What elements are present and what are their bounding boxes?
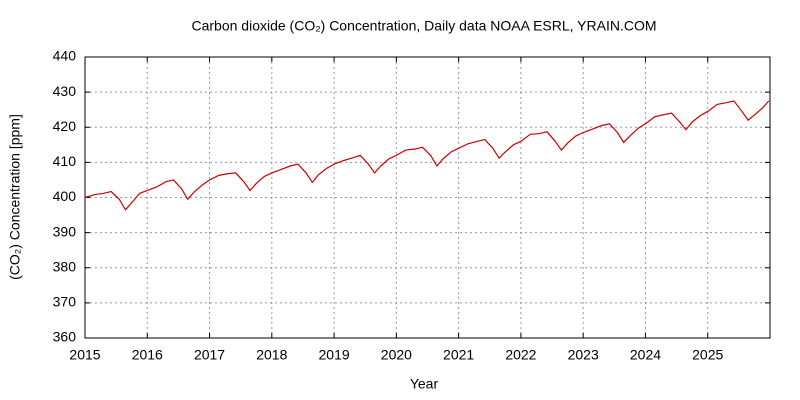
x-tick-label: 2016 <box>132 347 163 363</box>
chart-title: Carbon dioxide (CO₂) Concentration, Dail… <box>191 18 656 34</box>
x-axis-label: Year <box>410 376 439 392</box>
x-tick-label: 2022 <box>505 347 536 363</box>
x-tick-label: 2025 <box>692 347 723 363</box>
x-tick-label: 2021 <box>443 347 474 363</box>
y-tick-label: 360 <box>53 329 77 345</box>
y-tick-label: 380 <box>53 258 77 274</box>
data-line <box>84 100 770 211</box>
x-tick-label: 2024 <box>630 347 661 363</box>
y-axis-label: (CO₂) Concentration [ppm] <box>7 114 23 280</box>
x-tick-label: 2017 <box>194 347 225 363</box>
y-tick-label: 430 <box>53 83 77 99</box>
x-tick-label: 2019 <box>319 347 350 363</box>
y-tick-label: 410 <box>53 153 77 169</box>
x-tick-label: 2018 <box>256 347 287 363</box>
y-tick-label: 390 <box>53 223 77 239</box>
x-tick-label: 2015 <box>69 347 100 363</box>
y-tick-label: 400 <box>53 188 77 204</box>
plot-frame <box>84 56 771 339</box>
y-tick-label: 370 <box>53 294 77 310</box>
y-tick-label: 440 <box>53 48 77 64</box>
y-tick-label: 420 <box>53 118 77 134</box>
x-tick-label: 2023 <box>568 347 599 363</box>
x-tick-label: 2020 <box>381 347 412 363</box>
